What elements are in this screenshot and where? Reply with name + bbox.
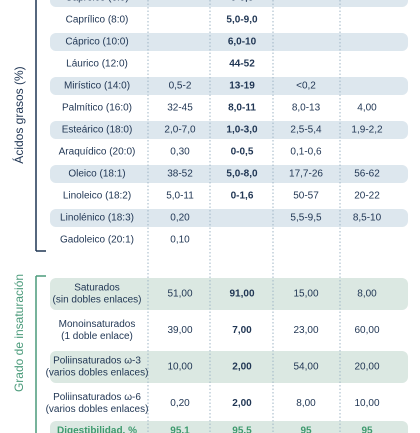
cell: 0-1,6 bbox=[231, 191, 254, 202]
row-shade bbox=[50, 209, 408, 227]
cell: 0,30 bbox=[170, 147, 190, 158]
cell: 44-52 bbox=[229, 59, 255, 70]
row-shade bbox=[50, 33, 408, 51]
cell: 91,00 bbox=[229, 289, 254, 300]
cell: 23,00 bbox=[293, 325, 318, 336]
cell: 51,00 bbox=[167, 289, 192, 300]
row-shade bbox=[50, 121, 408, 139]
cell: 8,0-11 bbox=[228, 103, 256, 114]
cell: 54,00 bbox=[293, 362, 318, 373]
cell: 50-57 bbox=[293, 191, 319, 202]
cell: 5,0-11 bbox=[166, 191, 194, 202]
row-label: Palmítico (16:0) bbox=[62, 103, 132, 114]
row-label: Caprílico (8:0) bbox=[66, 15, 129, 26]
cell: 60,00 bbox=[354, 325, 379, 336]
cell: <0,2 bbox=[296, 81, 316, 92]
cell: 15,00 bbox=[293, 289, 318, 300]
row-label: Linoleico (18:2) bbox=[63, 191, 131, 202]
row-label: (varios dobles enlaces) bbox=[46, 368, 149, 379]
cell: 95 bbox=[361, 426, 373, 433]
row-label: (sin dobles enlaces) bbox=[53, 295, 142, 306]
row-label: (varios dobles enlaces) bbox=[46, 404, 149, 415]
cell: 32-45 bbox=[167, 103, 193, 114]
cell: 10,00 bbox=[354, 398, 379, 409]
cell: 95 bbox=[300, 426, 312, 433]
cell: 8,00 bbox=[296, 398, 316, 409]
cell: 5,0-9,0 bbox=[226, 15, 258, 26]
row-label: Poliinsaturados ω-6 bbox=[53, 392, 141, 403]
row-label: Monoinsaturados bbox=[59, 319, 136, 330]
row-shade bbox=[50, 421, 408, 433]
row-label: Cáprico (10:0) bbox=[65, 37, 128, 48]
cell: 0,20 bbox=[170, 398, 190, 409]
row-label: Láurico (12:0) bbox=[66, 59, 128, 70]
cell: 8,5-10 bbox=[353, 213, 382, 224]
cell: 2,5-5,4 bbox=[290, 125, 322, 136]
cell: 0-0,8 bbox=[231, 0, 254, 4]
cell: 13-19 bbox=[229, 81, 255, 92]
cell: 17,7-26 bbox=[289, 169, 323, 180]
cell: 0,5-2 bbox=[169, 81, 192, 92]
row-label: Gadoleico (20:1) bbox=[60, 235, 134, 246]
cell: 2,00 bbox=[232, 362, 252, 373]
row-label: Esteárico (18:0) bbox=[62, 125, 133, 136]
cell: 7,00 bbox=[232, 325, 252, 336]
cell: 56-62 bbox=[354, 169, 380, 180]
cell: 1,9-2,2 bbox=[351, 125, 383, 136]
cell: 95,5 bbox=[232, 426, 252, 433]
cell: 4,00 bbox=[357, 103, 377, 114]
cell: 10,00 bbox=[167, 362, 192, 373]
cell: 1,0-3,0 bbox=[226, 125, 258, 136]
cell: 5,0-8,0 bbox=[226, 169, 258, 180]
cell: 2,00 bbox=[232, 398, 252, 409]
cell: 2,0-7,0 bbox=[164, 125, 196, 136]
cell: 38-52 bbox=[167, 169, 193, 180]
row-label: (1 doble enlace) bbox=[61, 331, 133, 342]
row-label: Linolénico (18:3) bbox=[60, 213, 134, 224]
row-shade bbox=[50, 278, 408, 310]
cell: 0-0,5 bbox=[231, 147, 254, 158]
row-label: Araquídico (20:0) bbox=[59, 147, 136, 158]
cell: 6,0-10 bbox=[228, 37, 257, 48]
cell: 0,1-0,6 bbox=[290, 147, 322, 158]
row-shade bbox=[50, 77, 408, 95]
row-label: Oleico (18:1) bbox=[68, 169, 125, 180]
row-shade bbox=[50, 165, 408, 183]
cell: 20,00 bbox=[354, 362, 379, 373]
cell: 95,1 bbox=[170, 426, 190, 433]
section-label: Grado de insaturación bbox=[12, 274, 26, 392]
cell: 39,00 bbox=[167, 325, 192, 336]
row-shade bbox=[50, 0, 408, 7]
row-shade bbox=[50, 351, 408, 383]
cell: 20-22 bbox=[354, 191, 380, 202]
row-label: Digestibilidad, % bbox=[57, 426, 137, 433]
row-label: Mirístico (14:0) bbox=[64, 81, 130, 92]
row-label: Poliinsaturados ω-3 bbox=[53, 356, 141, 367]
cell: 5,5-9,5 bbox=[290, 213, 322, 224]
cell: 8,00 bbox=[357, 289, 377, 300]
section-label: Ácidos grasos (%) bbox=[11, 66, 26, 163]
cell: 0,20 bbox=[170, 213, 190, 224]
cell: 8,0-13 bbox=[292, 103, 321, 114]
row-label: Caproico (6:0) bbox=[65, 0, 128, 4]
cell: 0,10 bbox=[170, 235, 190, 246]
row-label: Saturados bbox=[74, 283, 120, 294]
